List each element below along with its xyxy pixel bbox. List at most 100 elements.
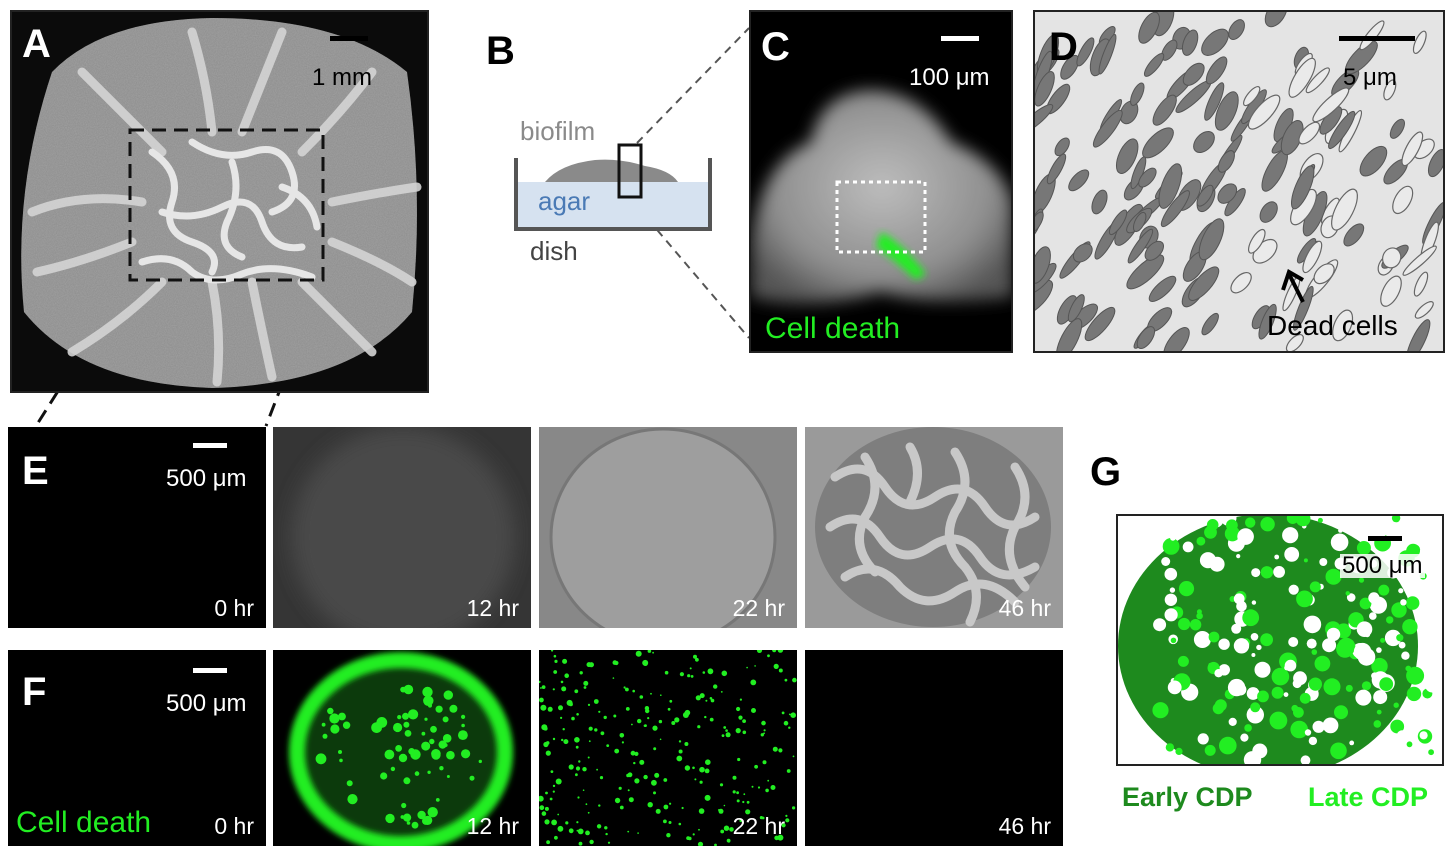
cell-death-spot — [695, 695, 701, 701]
cell-death-spot — [596, 824, 602, 829]
cell-death-spot — [663, 819, 667, 824]
biofilm-colony-image — [21, 18, 422, 388]
cell-death-spot — [442, 734, 452, 743]
cdp-region — [1196, 609, 1202, 615]
cdp-region — [1197, 733, 1209, 745]
live-cell — [1035, 104, 1054, 135]
cell-death-spot — [549, 797, 553, 801]
cell-death-spot — [585, 830, 590, 836]
cell-death-spot — [704, 794, 711, 801]
cell-death-spot — [438, 740, 447, 749]
panel-f-0hr: F 500 μm Cell death 0 hr — [8, 650, 266, 846]
cdp-region — [1312, 720, 1325, 733]
cdp-region — [1178, 581, 1195, 597]
cell-death-spot — [385, 813, 395, 824]
cdp-region — [1251, 568, 1261, 578]
cell-death-spot — [667, 707, 671, 711]
dead-cell — [1230, 271, 1252, 294]
cdp-region — [1162, 538, 1180, 555]
cdp-region — [1199, 552, 1217, 569]
cell-death-spot — [606, 744, 610, 747]
cell-death-spot — [575, 745, 579, 749]
cell-death-spot — [698, 808, 705, 814]
live-cell — [1148, 275, 1177, 303]
cdp-region — [1153, 618, 1167, 632]
cdp-region — [1286, 516, 1299, 524]
cdp-region — [1284, 547, 1300, 562]
cell-death-spot — [478, 759, 482, 764]
cdp-region — [1345, 591, 1350, 596]
cell-death-spot — [612, 660, 618, 665]
dead-cell — [1305, 67, 1330, 94]
cdp-region — [1428, 749, 1434, 756]
live-cell — [1035, 71, 1055, 107]
cell-death-spot — [403, 777, 411, 785]
dead-cell — [1247, 228, 1266, 254]
cell-death-spot — [760, 733, 764, 737]
tem-micrograph — [1035, 12, 1443, 351]
cdp-region — [1250, 633, 1259, 641]
cell-death-spot — [736, 799, 740, 803]
cell-death-spot — [723, 804, 726, 807]
cell-death-spot — [431, 749, 441, 759]
cell-death-spot — [539, 795, 544, 802]
cell-death-spot — [588, 662, 594, 668]
cdp-region — [1373, 690, 1388, 705]
cell-death-spot — [699, 693, 705, 699]
live-cell — [1182, 62, 1205, 86]
cell-death-spot — [562, 728, 565, 731]
cdp-region — [1182, 541, 1194, 553]
dead-cell — [1332, 309, 1354, 342]
cdp-region — [1152, 702, 1169, 719]
cell-death-spot — [430, 725, 437, 733]
cell-death-spot — [742, 730, 747, 735]
cdp-region — [1196, 612, 1203, 620]
cdp-region — [1233, 593, 1245, 605]
time-label-f-46: 46 hr — [998, 813, 1051, 839]
panel-d: D 5 μm Dead cells — [1033, 10, 1445, 353]
cdp-region — [1284, 665, 1290, 671]
cell-death-spot — [384, 749, 395, 760]
cell-death-spot — [773, 663, 779, 669]
time-label-e-0: 0 hr — [214, 595, 254, 621]
cell-death-spot — [737, 757, 741, 762]
cell-death-spot — [709, 697, 713, 700]
cell-death-spot — [663, 804, 669, 810]
cell-death-label-c: Cell death — [765, 312, 901, 345]
cdp-region — [1164, 567, 1178, 581]
cell-death-spot — [745, 809, 751, 815]
cell-death-spot — [721, 734, 725, 737]
cdp-region — [1243, 751, 1262, 764]
cell-death-spot — [772, 746, 778, 752]
cdp-region — [1260, 633, 1273, 647]
cdp-region — [1369, 612, 1377, 620]
cell-death-spot — [422, 817, 430, 825]
cell-death-spot — [577, 828, 584, 835]
cell-death-spot — [651, 779, 657, 786]
cell-death-spot — [429, 738, 435, 745]
cdp-region — [1250, 702, 1261, 713]
live-cell — [1228, 19, 1245, 41]
cell-death-spot — [732, 775, 737, 780]
cell-death-spot — [552, 737, 556, 741]
cell-death-spot — [427, 770, 431, 774]
cell-death-spot — [647, 650, 652, 653]
cell-death-spot — [565, 821, 569, 825]
cell-death-spot — [421, 731, 426, 736]
live-cell — [1204, 82, 1225, 121]
cdp-region — [1244, 724, 1252, 732]
cell-death-spot — [539, 680, 541, 684]
live-cell — [1084, 306, 1116, 342]
cell-death-spot — [395, 745, 402, 752]
live-cell — [1138, 12, 1160, 44]
cell-death-spot — [774, 835, 779, 841]
cell-death-spot — [552, 784, 556, 788]
dead-cell — [1382, 247, 1402, 269]
live-cell — [1217, 150, 1235, 173]
cell-death-spot — [723, 726, 727, 729]
cdp-region — [1228, 717, 1237, 726]
cdp-region — [1424, 663, 1439, 679]
cell-death-spot — [330, 724, 340, 734]
cell-death-spot — [338, 750, 342, 754]
cdp-region — [1165, 743, 1175, 752]
